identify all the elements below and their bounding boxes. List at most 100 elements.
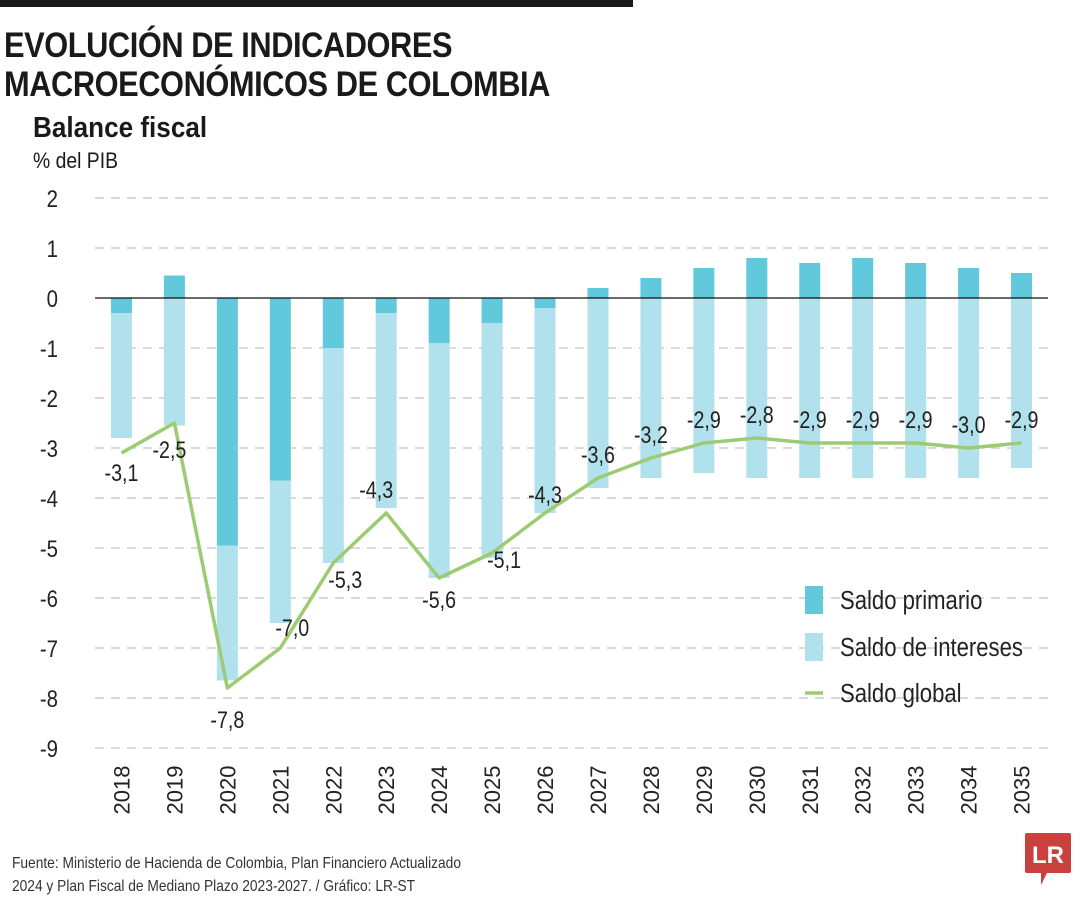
legend-swatch [805,586,823,614]
x-tick-label: 2026 [533,766,558,815]
data-label-saldo-global: -3,0 [952,411,986,438]
bar-saldo-intereses [1011,298,1033,468]
bar-saldo-intereses [799,298,821,478]
x-tick-label: 2034 [957,766,982,815]
bar-saldo-intereses [534,308,556,513]
page-title: EVOLUCIÓN DE INDICADORES MACROECONÓMICOS… [4,26,638,104]
y-tick-label: -1 [40,335,58,362]
bar-saldo-intereses [746,298,768,478]
x-tick-label: 2033 [904,766,929,815]
data-label-saldo-global: -2,9 [899,406,933,433]
x-tick-label: 2018 [109,766,134,815]
line-saldo-global [120,421,1022,690]
x-tick-label: 2025 [480,766,505,815]
source-line-2: 2024 y Plan Fiscal de Mediano Plazo 2023… [12,878,416,895]
y-tick-label: -4 [40,485,58,512]
data-label-saldo-global: -2,9 [1005,406,1039,433]
y-tick-label: 1 [47,235,58,262]
x-tick-label: 2021 [268,766,293,815]
bar-saldo-primario [481,298,503,323]
data-label-saldo-global: -2,9 [687,406,721,433]
data-label-saldo-global: -2,8 [740,401,774,428]
y-tick-label: -8 [40,685,58,712]
title-line-2: MACROECONÓMICOS DE COLOMBIA [4,65,550,104]
svg-text:LR: LR [1032,842,1064,869]
bar-saldo-intereses [375,313,397,508]
x-tick-label: 2023 [374,766,399,815]
data-label-saldo-global: -5,6 [422,586,456,613]
bar-saldo-primario [163,275,185,298]
data-label-saldo-global: -4,3 [359,476,393,503]
bar-saldo-primario [905,263,927,298]
y-tick-label: -5 [40,535,58,562]
bar-saldo-intereses [958,298,980,478]
bar-saldo-intereses [322,348,344,563]
x-tick-label: 2024 [427,766,452,815]
data-label-saldo-global: -3,1 [105,459,139,486]
bar-saldo-intereses [587,298,609,488]
data-label-saldo-global: -7,0 [275,614,309,641]
source-line-1: Fuente: Ministerio de Hacienda de Colomb… [12,855,461,872]
bar-saldo-primario [216,298,238,546]
data-label-saldo-global: -2,9 [793,406,827,433]
bar-saldo-primario [1011,273,1033,298]
bar-saldo-primario [799,263,821,298]
x-tick-label: 2022 [321,766,346,815]
bar-saldo-intereses [428,343,450,578]
bar-saldo-intereses [481,323,503,558]
legend-swatch [805,633,823,661]
data-label-saldo-global: -2,5 [152,436,186,463]
bar-saldo-primario [322,298,344,348]
bar-saldo-primario [534,298,556,308]
y-tick-label: 0 [47,285,58,312]
y-tick-label: -6 [40,585,58,612]
data-label-saldo-global: -3,6 [581,441,615,468]
title-line-1: EVOLUCIÓN DE INDICADORES [4,26,453,65]
legend-label: Saldo global [840,679,962,708]
data-label-saldo-global: -5,1 [487,546,521,573]
x-tick-label: 2031 [798,766,823,815]
x-tick-label: 2035 [1010,766,1035,815]
y-tick-label: -2 [40,385,58,412]
top-rule [0,0,633,7]
legend-label: Saldo de intereses [840,633,1023,662]
y-tick-label: -9 [40,735,58,762]
x-tick-label: 2029 [692,766,717,815]
bar-saldo-primario [958,268,980,298]
y-tick-label: -7 [40,635,58,662]
bar-saldo-primario [587,288,609,298]
bar-saldo-primario [693,268,715,298]
bar-saldo-primario [110,298,132,313]
x-tick-label: 2020 [215,766,240,815]
bar-saldo-intereses [216,545,238,681]
bar-saldo-intereses [110,313,132,438]
y-tick-label: -3 [40,435,58,462]
data-label-saldo-global: -3,2 [634,421,668,448]
y-tick-label: 2 [47,185,58,212]
x-tick-label: 2028 [639,766,664,815]
legend-label: Saldo primario [840,586,982,615]
data-label-saldo-global: -4,3 [528,481,562,508]
bar-saldo-intereses [163,298,185,426]
bar-saldo-intereses [269,480,291,623]
x-tick-label: 2027 [586,766,611,815]
bar-saldo-intereses [852,298,874,478]
bar-saldo-primario [746,258,768,298]
data-label-saldo-global: -2,9 [846,406,880,433]
bar-saldo-intereses [693,298,715,473]
x-tick-label: 2030 [745,766,770,815]
x-tick-label: 2032 [851,766,876,815]
bar-saldo-primario [640,278,662,298]
bar-saldo-intereses [640,298,662,478]
bar-saldo-primario [852,258,874,298]
data-label-saldo-global: -5,3 [328,566,362,593]
source-note: Fuente: Ministerio de Hacienda de Colomb… [12,852,614,898]
chart-subtitle: Balance fiscal [33,112,208,144]
unit-label: % del PIB [33,148,119,173]
x-tick-label: 2019 [162,766,187,815]
bar-saldo-primario [428,298,450,343]
bar-saldo-primario [269,298,291,481]
lr-logo: LR [1025,833,1071,885]
